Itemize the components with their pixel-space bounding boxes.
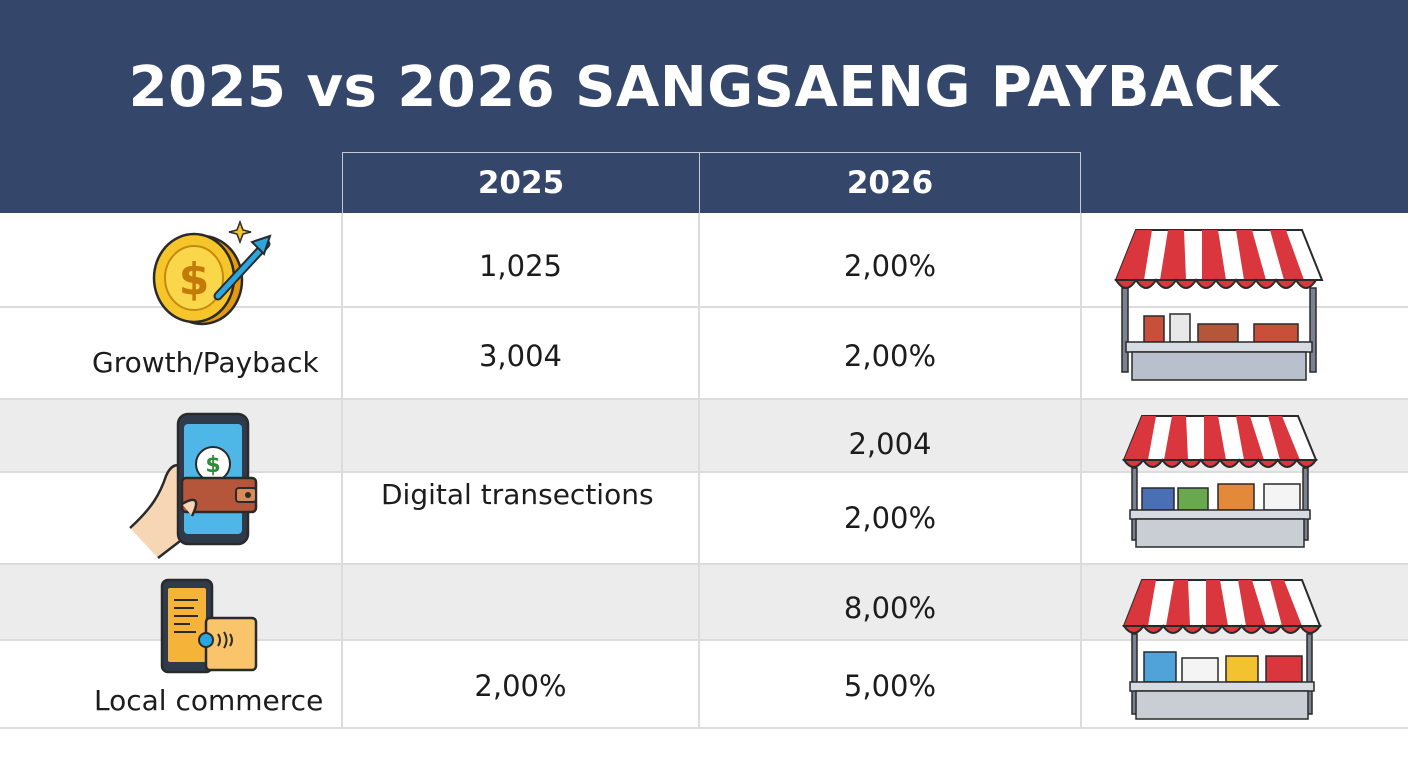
column-header-2025: 2025 (342, 152, 699, 213)
mobile-wallet-icon: $ (129, 412, 258, 559)
market-stall-icon (1122, 415, 1318, 548)
cell-2026-growth-1: 2,00% (843, 249, 937, 283)
coin-growth-icon: $ (152, 219, 272, 326)
column-divider (698, 213, 700, 728)
row-divider (0, 639, 1408, 641)
column-header-2026: 2026 (699, 152, 1081, 213)
cell-2025-growth-2: 3,004 (478, 339, 563, 373)
row-label-digital-transections: Digital transections (381, 478, 654, 511)
svg-text:$: $ (205, 453, 220, 478)
row-label-growth-payback: Growth/Payback (92, 346, 319, 379)
cell-2026-digital-1: 2,004 (848, 427, 932, 461)
market-stall-icon (1122, 579, 1322, 720)
column-divider (1080, 213, 1082, 728)
header-band (0, 0, 1408, 213)
row-divider (0, 471, 1408, 473)
page-title: 2025 vs 2026 SANGSAENG PAYBACK (128, 55, 1280, 120)
pos-terminal-icon (160, 578, 258, 674)
cell-2025-local-1: 2,00% (474, 669, 567, 703)
cell-2026-growth-2: 2,00% (843, 339, 937, 373)
row-divider (0, 306, 1408, 308)
market-stall-icon (1114, 229, 1324, 381)
cell-2025-growth-1: 1,025 (478, 249, 563, 283)
row-divider (0, 398, 1408, 400)
row-label-local-commerce: Local commerce (94, 684, 324, 717)
cell-2026-local-2: 5,00% (843, 669, 937, 703)
column-divider (341, 213, 343, 728)
cell-2026-digital-2: 2,00% (843, 501, 937, 535)
row-divider (0, 563, 1408, 565)
cell-2026-local-1: 8,00% (843, 591, 937, 625)
svg-text:$: $ (179, 254, 210, 305)
row-divider (0, 727, 1408, 729)
